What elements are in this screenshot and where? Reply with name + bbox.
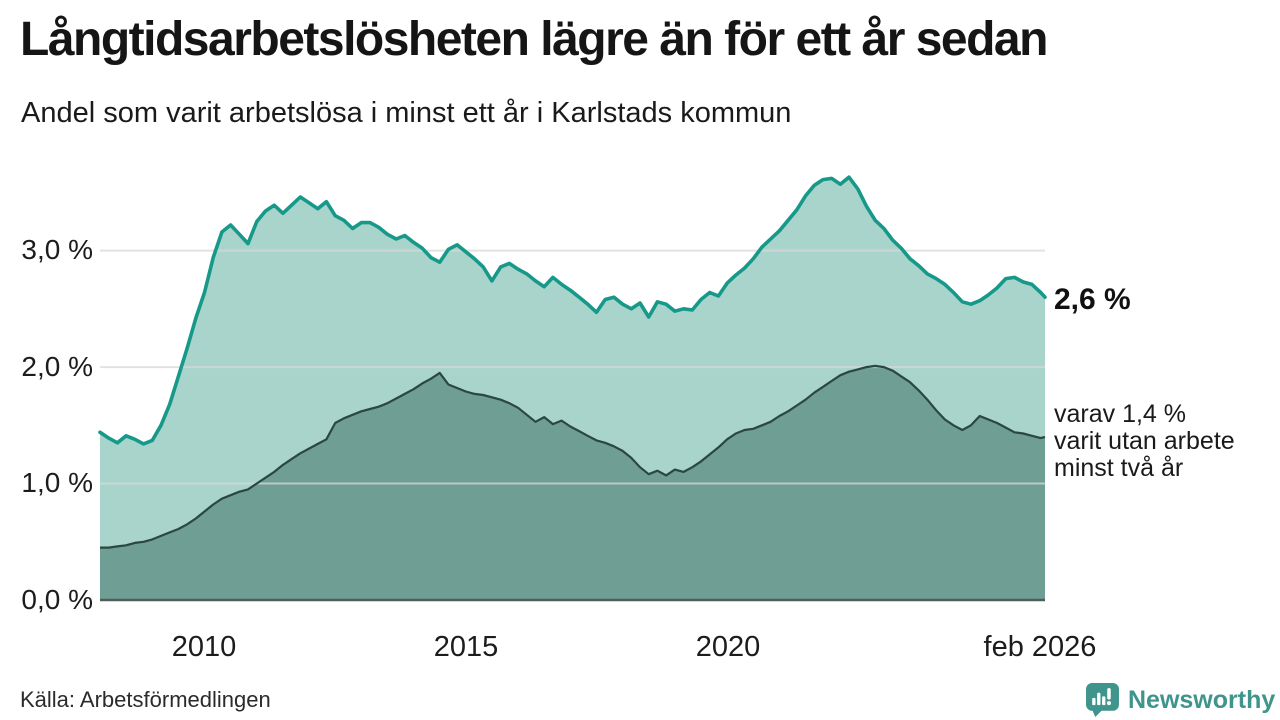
newsworthy-logo: Newsworthy <box>1086 682 1275 718</box>
end-value-label-two-years: varav 1,4 % varit utan arbete minst två … <box>1054 401 1235 482</box>
end-value-label-line3: minst två år <box>1054 454 1184 482</box>
end-value-label-line2: varit utan arbete <box>1054 427 1235 455</box>
two-years-line <box>100 364 1046 549</box>
end-value-label-line1: varav 1,4 % <box>1054 400 1187 428</box>
y-axis-tick-3: 3,0 % <box>21 234 93 265</box>
y-axis-tick-0: 0,0 % <box>21 584 93 615</box>
x-axis-tick-2010: 2010 <box>171 631 237 663</box>
x-axis-tick-2015: 2015 <box>433 631 499 663</box>
source-note: Källa: Arbetsförmedlingen <box>20 687 271 712</box>
y-axis-tick-2: 2,0 % <box>21 351 93 382</box>
newsworthy-bubble-chart-icon <box>1086 682 1119 717</box>
end-value-label-total: 2,6 % <box>1054 283 1131 316</box>
page-subtitle: Andel som varit arbetslösa i minst ett å… <box>21 97 792 129</box>
newsworthy-wordmark: Newsworthy <box>1128 685 1276 714</box>
x-axis-tick-2020: 2020 <box>695 631 761 663</box>
total-line <box>98 175 1047 446</box>
page-title: Långtidsarbetslösheten lägre än för ett … <box>20 13 1048 66</box>
x-axis-tick-feb-2026: feb 2026 <box>983 631 1097 663</box>
y-axis-tick-1: 1,0 % <box>21 467 93 498</box>
